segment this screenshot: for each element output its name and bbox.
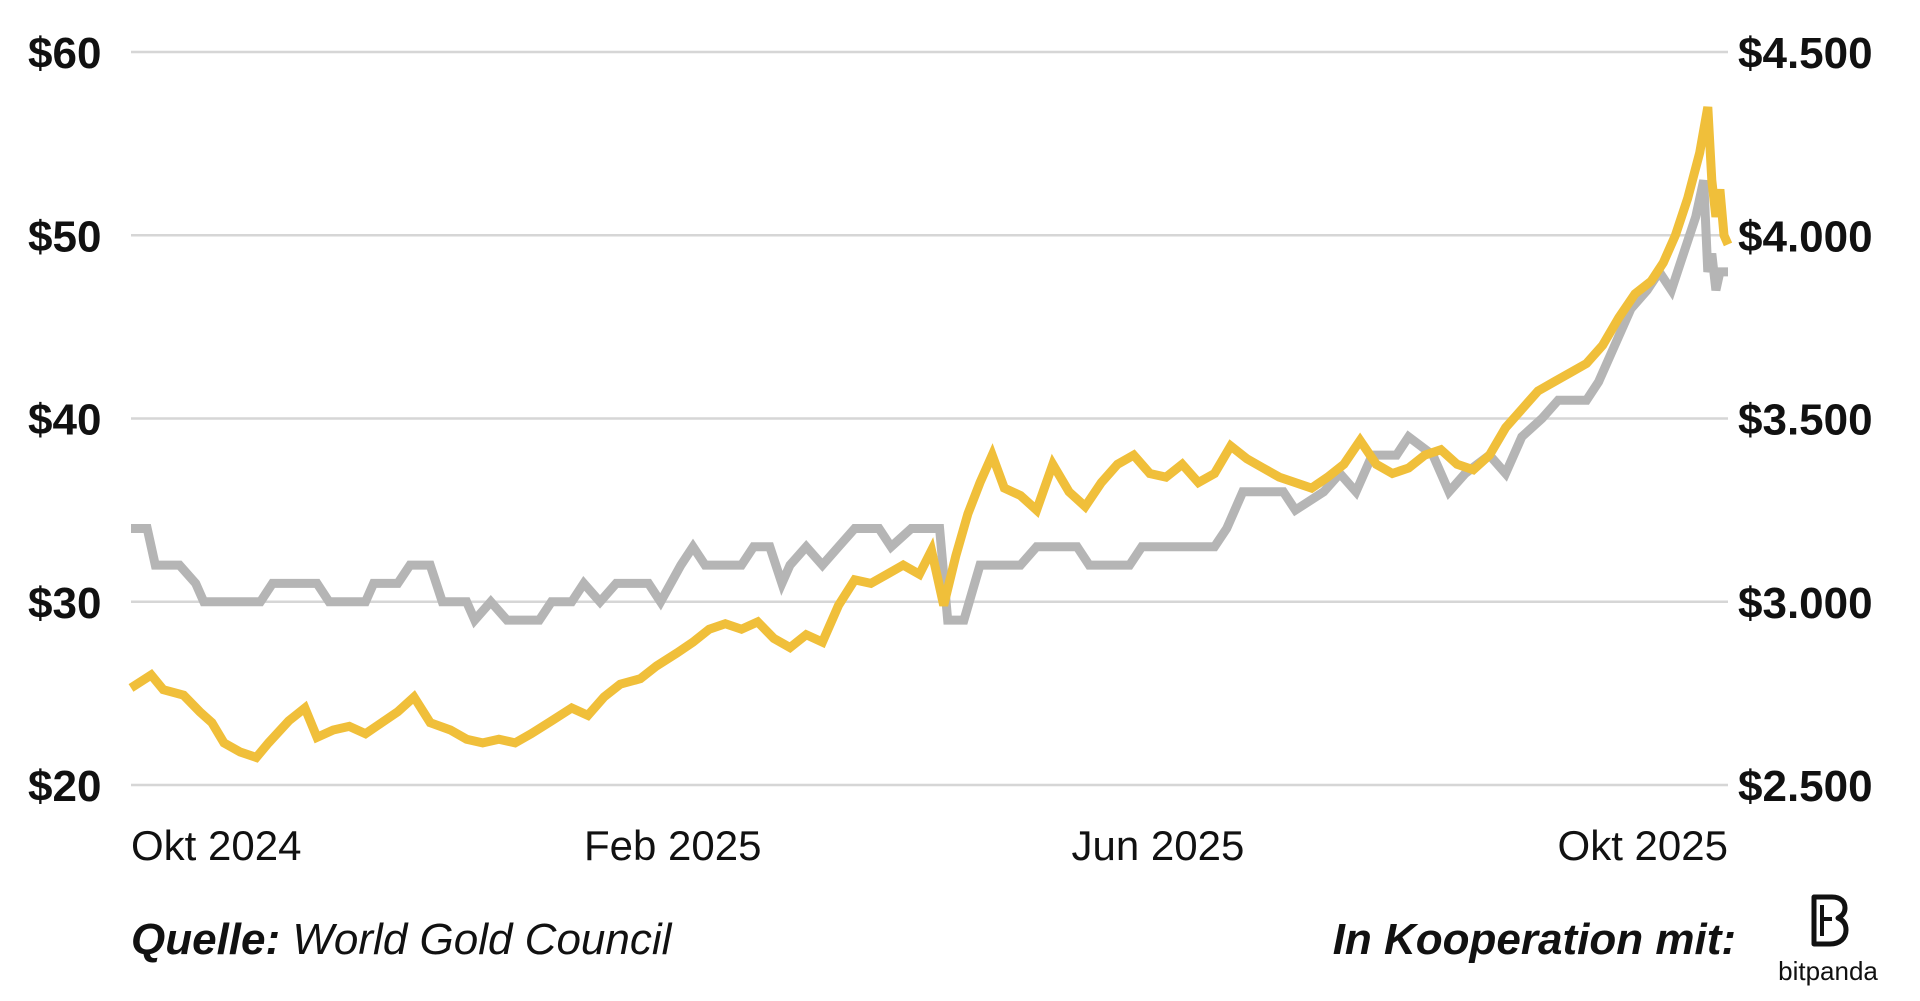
left-y-tick-label: $30	[28, 579, 101, 628]
x-tick-label: Jun 2025	[1072, 822, 1245, 869]
bitpanda-logo-icon	[1811, 894, 1849, 947]
x-tick-label: Feb 2025	[584, 822, 761, 869]
source-label: Quelle:	[131, 915, 281, 964]
right-y-tick-label: $3.500	[1738, 396, 1873, 445]
left-y-tick-label: $20	[28, 762, 101, 811]
left-y-tick-label: $40	[28, 396, 101, 445]
right-y-tick-label: $4.500	[1738, 29, 1873, 78]
gridlines	[131, 50, 1728, 787]
right-y-tick-label: $3.000	[1738, 579, 1873, 628]
left-y-tick-label: $60	[28, 29, 101, 78]
source-note: Quelle: World Gold Council	[131, 915, 671, 965]
series-line-left-axis	[128, 106, 1733, 763]
x-tick-label: Okt 2024	[131, 822, 301, 869]
source-value: World Gold Council	[292, 915, 672, 964]
left-y-axis: $20 $30 $40 $50 $60	[28, 29, 101, 811]
right-y-tick-label: $4.000	[1738, 212, 1873, 261]
cooperation-label: In Kooperation mit:	[1332, 915, 1736, 964]
brand-block: bitpanda	[1768, 893, 1888, 987]
right-y-tick-label: $2.500	[1738, 762, 1873, 811]
x-axis: Okt 2024 Feb 2025 Jun 2025 Okt 2025	[131, 822, 1728, 869]
series-lines	[128, 106, 1733, 763]
series-line-right-axis	[131, 179, 1728, 629]
brand-name: bitpanda	[1778, 956, 1878, 986]
right-y-axis: $2.500 $3.000 $3.500 $4.000 $4.500	[1738, 29, 1873, 811]
left-y-tick-label: $50	[28, 212, 101, 261]
x-tick-label: Okt 2025	[1558, 822, 1728, 869]
